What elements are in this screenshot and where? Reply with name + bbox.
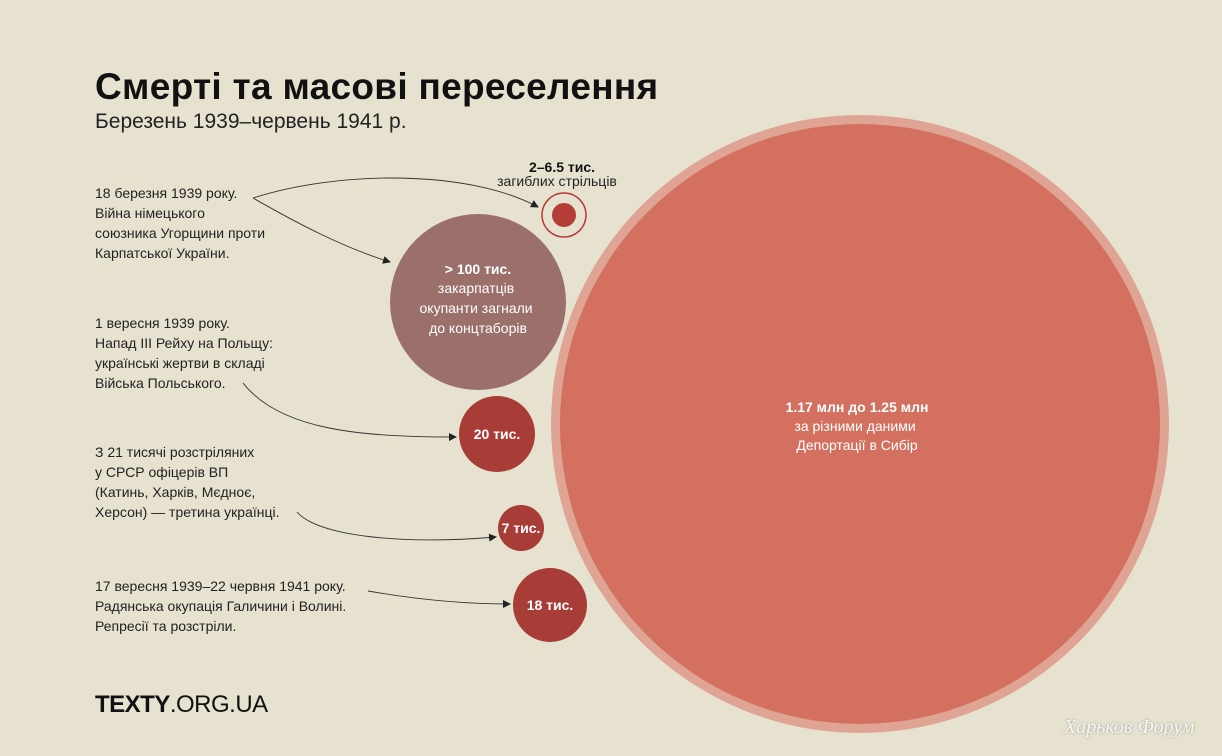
bubble-riflemen-ring (541, 192, 587, 238)
page-title: Смерті та масові переселення (95, 66, 659, 107)
page-subtitle: Березень 1939–червень 1941 р. (95, 110, 407, 133)
bubble-riflemen-value: 2–6.5 тис. (529, 159, 595, 175)
note-soviet-occupation: 17 вересня 1939–22 червня 1941 року. Рад… (95, 578, 347, 634)
bubble-camps-value: > 100 тис. (445, 261, 511, 277)
bubble-deportation-label: за різними даними Депортації в Сибір (794, 418, 919, 453)
bubble-polish-army (459, 396, 535, 472)
bubble-deportation-label-line: за різними даними (794, 418, 915, 434)
bubble-officers (498, 505, 544, 551)
bubble-deportation-value: 1.17 млн до 1.25 млн (786, 399, 929, 415)
bubble-camps-label-line: до концтаборів (429, 320, 527, 336)
bubble-deportation-label-line: Депортації в Сибір (796, 437, 917, 453)
bubble-riflemen (552, 203, 576, 227)
brand-logo[interactable]: TEXTY.ORG.UA (95, 691, 268, 719)
bubble-repressions (513, 568, 587, 642)
bubble-repressions-value: 18 тис. (527, 597, 574, 613)
bubble-officers-value: 7 тис. (502, 520, 541, 536)
bubble-polish-army-value: 20 тис. (474, 426, 521, 442)
connector-officers (296, 511, 497, 542)
watermark: Харьков Форум (1064, 716, 1195, 738)
brand-logo-bold: TEXTY (95, 691, 170, 718)
bubble-camps-label-line: окупанти загнали (420, 300, 533, 316)
connector-hungary-riflemen (252, 177, 539, 208)
bubble-camps-label-line: закарпатців (438, 280, 514, 296)
connector-hungary-camps (252, 197, 391, 264)
note-officers: З 21 тисячі розстріляних у СРСР офіцерів… (95, 444, 280, 520)
bubble-camps (390, 214, 566, 390)
note-reich-poland: 1 вересня 1939 року. Напад III Рейху на … (95, 315, 274, 391)
bubble-camps-label: закарпатців окупанти загнали до концтабо… (420, 280, 537, 336)
brand-logo-domain: .ORG.UA (169, 691, 268, 718)
connector-occupation (367, 590, 511, 608)
note-hungary-war: 18 березня 1939 року. Війна німецького с… (95, 185, 266, 261)
connector-poland (242, 382, 457, 441)
bubble-riflemen-label: загиблих стрільців (497, 173, 617, 189)
bubble-deportation (560, 124, 1160, 724)
